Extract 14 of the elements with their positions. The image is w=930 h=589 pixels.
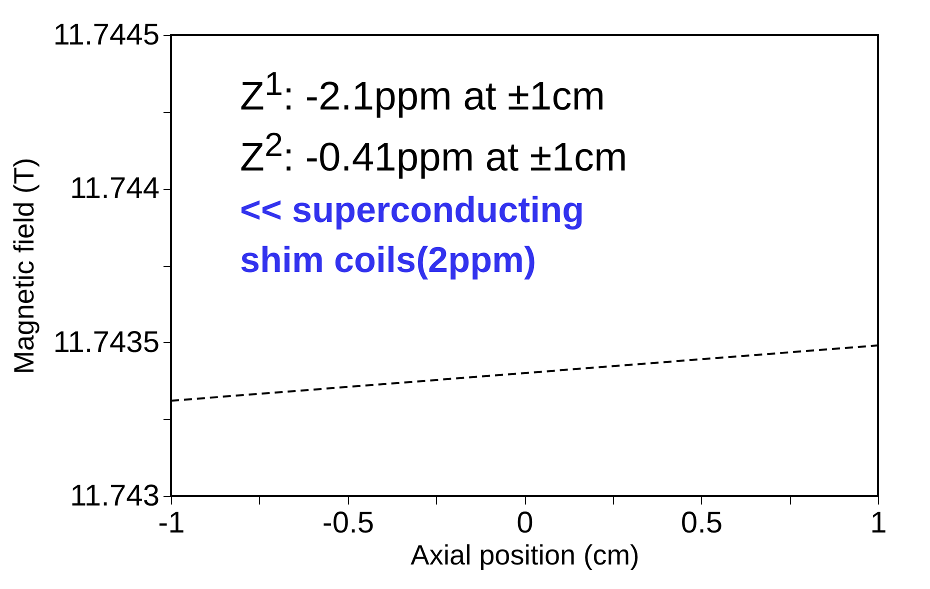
annotation: Z$^{2}$: -0.41ppm at ±1cm — [240, 126, 628, 182]
x-tick-label: 0.5 — [680, 506, 723, 540]
x-axis-title: Axial position (cm) — [410, 540, 640, 570]
x-tick-label: 0 — [516, 506, 534, 540]
x-tick-label: -0.5 — [322, 506, 374, 540]
x-tick-label: -1 — [158, 506, 185, 540]
y-axis-title: Magnetic field (T) — [8, 158, 40, 374]
y-tick-label: 11.743 — [70, 480, 160, 512]
x-tick-label: 1 — [870, 506, 887, 540]
annotation: << superconducting shim coils(2ppm) — [240, 188, 586, 282]
y-tick-label: 11.7445 — [53, 18, 160, 52]
annotation: Z$^{1}$: -2.1ppm at ±1cm — [240, 65, 606, 120]
y-tick-label: 11.7435 — [53, 326, 160, 359]
y-tick-label: 11.744 — [70, 172, 160, 206]
